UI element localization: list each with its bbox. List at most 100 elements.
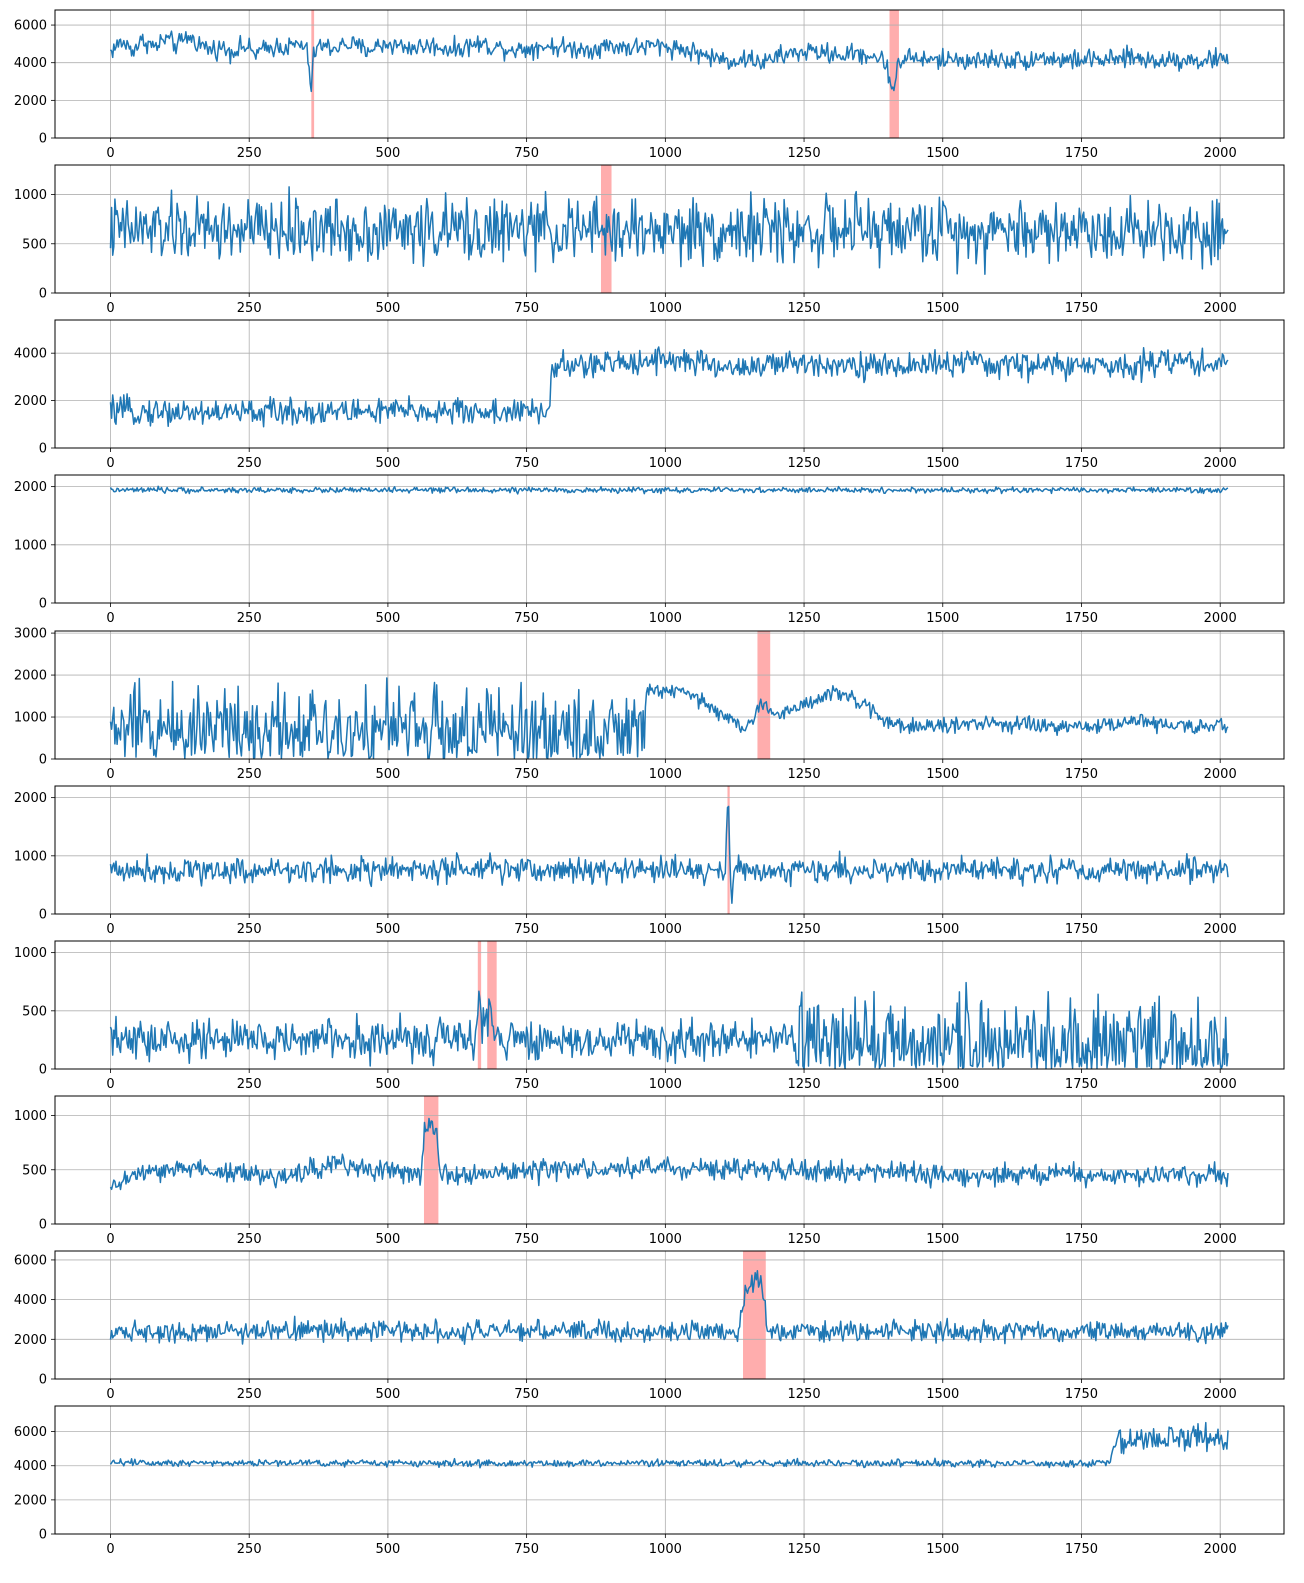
- x-tick-label: 500: [375, 611, 400, 626]
- y-tick-label: 1000: [14, 946, 47, 961]
- y-tick-label: 4000: [14, 347, 47, 362]
- x-tick-label: 250: [237, 301, 262, 316]
- x-tick-label: 1000: [649, 301, 682, 316]
- subplot-9: 0 250 500 750 1000 1250 1500 1750 2000 0 2000 4000 6…: [14, 1250, 1285, 1402]
- x-tick-label: 0: [106, 611, 114, 626]
- y-tick-label: 2000: [14, 1493, 47, 1508]
- anomaly-span-2: [889, 10, 899, 138]
- x-tick-label: 2000: [1204, 146, 1237, 161]
- y-tick-label: 0: [39, 753, 47, 768]
- x-tick-label: 2000: [1204, 1387, 1237, 1402]
- x-tick-label: 1500: [926, 1077, 959, 1092]
- x-tick-label: 0: [106, 1232, 114, 1247]
- subplot-6: 0 250 500 750 1000 1250 1500 1750 2000 0 1000 2000: [14, 785, 1285, 937]
- x-tick-label: 500: [375, 1232, 400, 1247]
- series-line: [109, 485, 1229, 495]
- x-tick-label: 750: [514, 1077, 539, 1092]
- x-tick-label: 250: [237, 611, 262, 626]
- x-tick-label: 2000: [1204, 1232, 1237, 1247]
- anomaly-span-2: [487, 941, 497, 1069]
- series-line: [109, 346, 1229, 428]
- x-tick-label: 1750: [1065, 1232, 1098, 1247]
- y-tick-label: 500: [22, 237, 47, 252]
- y-tick-label: 0: [39, 132, 47, 147]
- x-tick-label: 1000: [649, 611, 682, 626]
- axes-frame: [54, 785, 1285, 915]
- axes-frame: [54, 319, 1285, 449]
- y-tick-label: 2000: [14, 791, 47, 806]
- axes-frame: [54, 164, 1285, 294]
- y-tick-label: 6000: [14, 1425, 47, 1440]
- x-tick-label: 0: [106, 1387, 114, 1402]
- x-tick-label: 1000: [649, 922, 682, 937]
- y-tick-label: 6000: [14, 1253, 47, 1268]
- x-tick-label: 750: [514, 1387, 539, 1402]
- x-tick-label: 1750: [1065, 1077, 1098, 1092]
- x-tick-label: 1250: [788, 767, 821, 782]
- x-tick-label: 0: [106, 1077, 114, 1092]
- y-tick-label: 0: [39, 287, 47, 302]
- x-tick-label: 1750: [1065, 1387, 1098, 1402]
- subplot-10: 0 250 500 750 1000 1250 1500 1750 2000 0 2000 4000 6…: [14, 1405, 1285, 1557]
- x-tick-label: 0: [106, 146, 114, 161]
- y-tick-label: 0: [39, 597, 47, 612]
- x-tick-label: 1500: [926, 1542, 959, 1557]
- series-line: [109, 1421, 1229, 1469]
- x-tick-label: 0: [106, 922, 114, 937]
- x-tick-label: 1250: [788, 922, 821, 937]
- y-tick-label: 0: [39, 1528, 47, 1543]
- x-tick-label: 1250: [788, 1387, 821, 1402]
- series-line: [109, 981, 1229, 1069]
- x-tick-label: 1250: [788, 1542, 821, 1557]
- x-tick-label: 250: [237, 767, 262, 782]
- axes-frame: [54, 940, 1285, 1070]
- anomaly-span-1: [743, 1251, 766, 1379]
- x-tick-label: 750: [514, 1232, 539, 1247]
- axes-frame: [54, 9, 1285, 139]
- series-line: [109, 805, 1229, 904]
- axes-frame: [54, 1405, 1285, 1535]
- x-tick-label: 500: [375, 146, 400, 161]
- x-tick-label: 750: [514, 922, 539, 937]
- x-tick-label: 750: [514, 767, 539, 782]
- subplot-4: 0 250 500 750 1000 1250 1500 1750 2000 0 1000 2000: [14, 474, 1285, 626]
- x-tick-label: 1500: [926, 146, 959, 161]
- x-tick-label: 1000: [649, 767, 682, 782]
- x-tick-label: 500: [375, 1542, 400, 1557]
- axes-frame: [54, 474, 1285, 604]
- x-tick-label: 1500: [926, 922, 959, 937]
- y-tick-label: 0: [39, 908, 47, 923]
- y-tick-label: 1000: [14, 188, 47, 203]
- y-tick-label: 1000: [14, 849, 47, 864]
- x-tick-label: 1750: [1065, 456, 1098, 471]
- x-tick-label: 1000: [649, 1542, 682, 1557]
- x-tick-label: 0: [106, 301, 114, 316]
- x-tick-label: 750: [514, 1542, 539, 1557]
- x-tick-label: 2000: [1204, 1542, 1237, 1557]
- x-tick-label: 250: [237, 1387, 262, 1402]
- x-tick-label: 500: [375, 1077, 400, 1092]
- x-tick-label: 1000: [649, 1387, 682, 1402]
- y-tick-label: 1000: [14, 1109, 47, 1124]
- y-tick-label: 6000: [14, 19, 47, 34]
- x-tick-label: 1750: [1065, 611, 1098, 626]
- x-tick-label: 1750: [1065, 767, 1098, 782]
- x-tick-label: 1500: [926, 456, 959, 471]
- y-tick-label: 4000: [14, 56, 47, 71]
- x-tick-label: 250: [237, 456, 262, 471]
- x-tick-label: 1250: [788, 146, 821, 161]
- x-tick-label: 250: [237, 1077, 262, 1092]
- x-tick-label: 1250: [788, 456, 821, 471]
- axes-frame: [54, 630, 1285, 760]
- x-tick-label: 500: [375, 922, 400, 937]
- series-line: [109, 1117, 1229, 1191]
- x-tick-label: 1000: [649, 1077, 682, 1092]
- x-tick-label: 1500: [926, 767, 959, 782]
- y-tick-label: 500: [22, 1163, 47, 1178]
- x-tick-label: 500: [375, 456, 400, 471]
- x-tick-label: 2000: [1204, 301, 1237, 316]
- x-tick-label: 1250: [788, 1077, 821, 1092]
- series-line: [109, 677, 1229, 759]
- subplot-5: 0 250 500 750 1000 1250 1500 1750 2000 0 1000 2000 3…: [14, 627, 1285, 782]
- x-tick-label: 0: [106, 1542, 114, 1557]
